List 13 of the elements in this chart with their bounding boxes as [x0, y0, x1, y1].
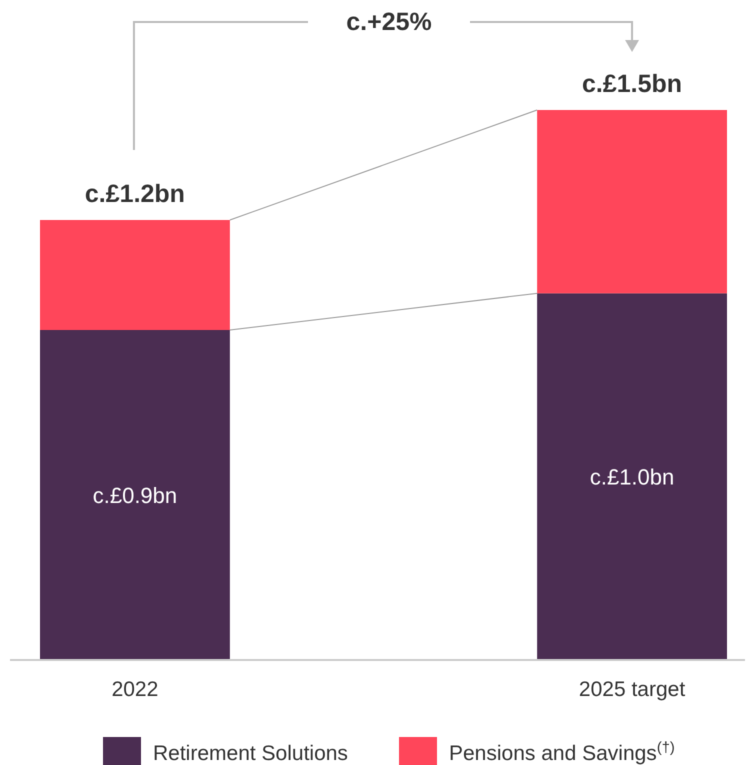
bar — [40, 220, 230, 330]
total-label: c.£1.5bn — [582, 70, 682, 98]
text: c.+25% — [346, 8, 432, 36]
bar — [537, 293, 727, 660]
x-tick-label: 2025 target — [578, 678, 686, 701]
x-tick-label: 2022 — [112, 678, 158, 701]
total-label: c.£1.2bn — [84, 180, 185, 208]
bar — [40, 330, 230, 660]
legend-label: Retirement Solutions — [153, 742, 348, 765]
data-label: c.£1.0bn — [590, 464, 674, 490]
bar — [537, 110, 727, 294]
legend-label: Pensions and Savings$^{(†)}$ — [449, 740, 675, 765]
data-label: c.£0.9bn — [92, 483, 178, 508]
